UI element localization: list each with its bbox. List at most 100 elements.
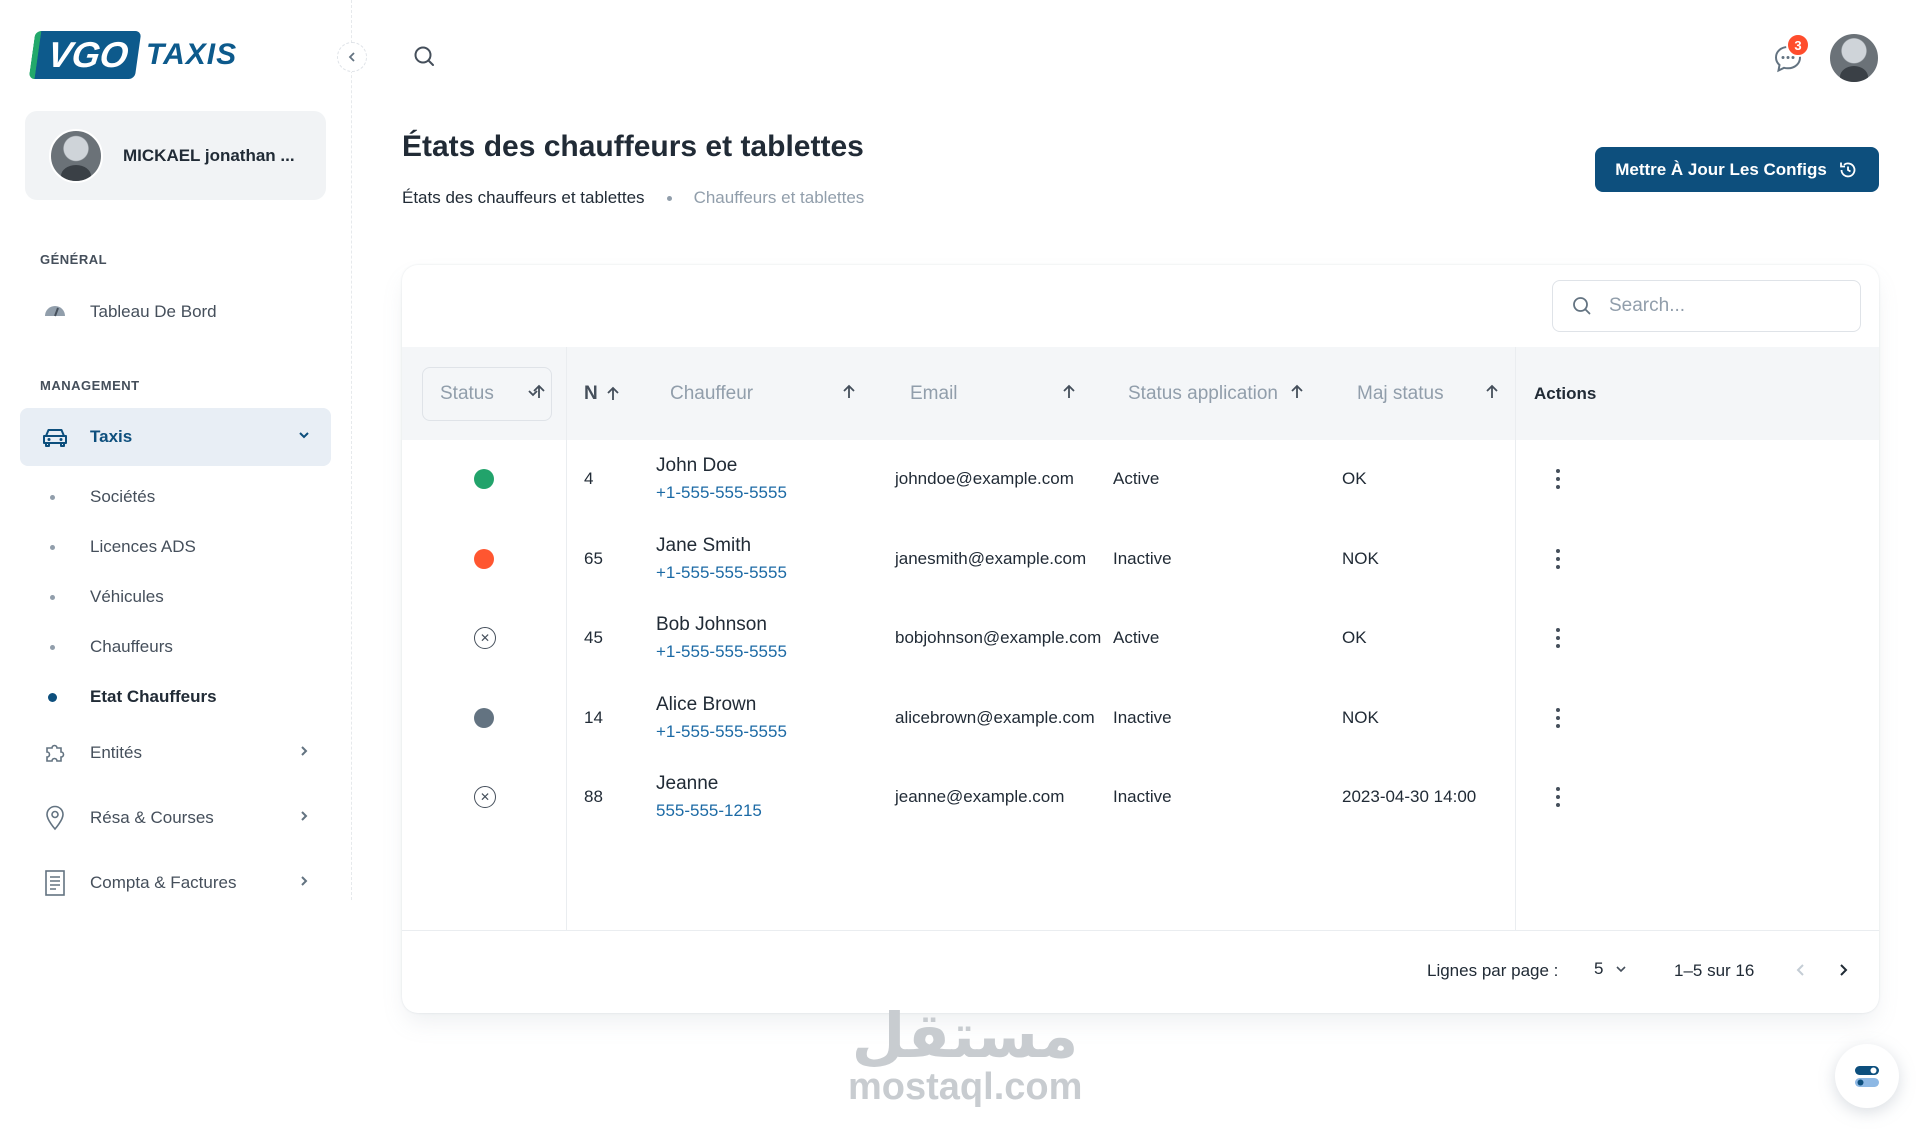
collapse-sidebar-button[interactable] [337,42,367,72]
column-header-maj-status[interactable]: Maj status [1357,347,1522,440]
actions-cell [1548,430,1568,528]
logo-mark: VGO [28,31,142,79]
watermark: مستقل mostaql.com [848,1005,1082,1108]
bullet-icon [48,692,57,702]
top-search-button[interactable] [412,44,440,72]
n-cell: 14 [584,708,603,727]
chevron-right-icon [297,809,311,828]
sidebar: VGO TAXIS MICKAEL jonathan ... GÉNÉRAL T… [0,0,352,900]
next-page-button[interactable] [1830,957,1856,983]
column-header-label: Email [910,382,958,404]
user-name: MICKAEL jonathan ... [123,145,295,165]
status-cell: ✕ [474,748,496,846]
arrow-up-icon [1483,383,1501,406]
status-application-cell: Inactive [1113,787,1172,806]
status-cell [474,430,494,528]
chevron-left-icon [348,52,355,62]
update-configs-button[interactable]: Mettre À Jour Les Configs [1595,147,1879,192]
driver-phone[interactable]: +1-555-555-5555 [656,483,787,502]
sidebar-item-entites[interactable]: Entités [20,724,331,782]
sidebar-subitem-label: Etat Chauffeurs [90,687,217,706]
logo-text: TAXIS [146,38,238,71]
n-cell: 88 [584,787,603,806]
search-icon [414,46,434,66]
sidebar-subitem-vehicules[interactable]: Véhicules [20,577,331,617]
status-application-cell: Inactive [1113,549,1172,568]
section-title-general: GÉNÉRAL [40,252,108,267]
driver-phone[interactable]: +1-555-555-5555 [656,722,787,741]
car-icon [42,424,68,450]
email-cell: alicebrown@example.com [895,708,1095,727]
user-card[interactable]: MICKAEL jonathan ... [25,111,326,200]
chevron-down-icon [527,387,539,402]
sidebar-item-compta-factures[interactable]: Compta & Factures [20,854,331,912]
sidebar-subitem-chauffeurs[interactable]: Chauffeurs [20,627,331,667]
breadcrumb-item[interactable]: États des chauffeurs et tablettes [402,188,645,207]
more-vertical-icon[interactable] [1548,703,1568,733]
settings-toggle-button[interactable] [1835,1044,1899,1108]
section-title-management: MANAGEMENT [40,378,140,393]
status-filter-select[interactable]: Status [422,367,552,421]
sidebar-subitem-etat-chauffeurs[interactable]: Etat Chauffeurs [20,677,331,717]
sidebar-subitem-licences[interactable]: Licences ADS [20,527,331,567]
sidebar-subitem-label: Chauffeurs [90,637,173,656]
toggle-settings-icon [1855,1066,1879,1087]
driver-name: Bob Johnson [656,614,767,635]
driver-phone[interactable]: +1-555-555-5555 [656,563,787,582]
notification-badge: 3 [1786,33,1810,57]
maj-status-cell: NOK [1342,549,1379,568]
driver-name: John Doe [656,455,738,476]
column-header-email[interactable]: Email [910,347,1090,440]
driver-cell: Bob Johnson +1-555-555-5555 [656,589,787,687]
previous-page-button[interactable] [1788,957,1814,983]
sidebar-item-label: Tableau De Bord [90,302,217,321]
driver-name: Alice Brown [656,694,757,715]
status-close-icon: ✕ [474,786,496,808]
logo[interactable]: VGO TAXIS [28,30,238,80]
email-cell: janesmith@example.com [895,549,1087,568]
rows-per-page-select[interactable]: 5 [1594,959,1627,979]
bullet-icon [50,644,55,650]
status-close-icon: ✕ [474,627,496,649]
bullet-icon [50,494,55,500]
table-search-input[interactable] [1609,295,1829,317]
arrow-up-icon [530,383,548,406]
update-configs-label: Mettre À Jour Les Configs [1615,159,1827,179]
more-vertical-icon[interactable] [1548,782,1568,812]
table-search[interactable] [1552,280,1861,332]
more-vertical-icon[interactable] [1548,623,1568,653]
column-header-driver[interactable]: Chauffeur [670,347,860,440]
sidebar-item-taxis[interactable]: Taxis [20,408,331,466]
column-header-label: Maj status [1357,382,1444,404]
more-vertical-icon[interactable] [1548,544,1568,574]
driver-cell: Alice Brown +1-555-555-5555 [656,669,787,767]
status-cell: ✕ [474,589,496,687]
chevron-right-icon [297,874,311,893]
account-avatar[interactable] [1828,32,1880,84]
driver-cell: John Doe +1-555-555-5555 [656,430,787,528]
sidebar-item-resa-courses[interactable]: Résa & Courses [20,789,331,847]
table-row: ✕ 88 Jeanne 555-555-1215 jeanne@example.com I… [402,748,1879,846]
more-vertical-icon[interactable] [1548,464,1568,494]
column-header-status-application[interactable]: Status application [1128,347,1318,440]
puzzle-icon [42,740,68,766]
n-cell: 65 [584,549,603,568]
sidebar-subitem-societes[interactable]: Sociétés [20,477,331,517]
arrow-up-icon [1288,383,1306,406]
sidebar-item-dashboard[interactable]: Tableau De Bord [20,283,331,341]
arrow-up-icon [1060,383,1078,406]
status-indicator [474,469,494,489]
breadcrumb-current: Chauffeurs et tablettes [693,188,865,207]
email-cell: bobjohnson@example.com [895,628,1102,647]
status-indicator [474,549,494,569]
driver-phone[interactable]: 555-555-1215 [656,801,762,820]
actions-cell [1548,748,1568,846]
column-header-n[interactable]: N [584,347,622,440]
actions-cell [1548,510,1568,608]
status-cell [474,669,494,767]
column-header-label: Status application [1128,382,1278,404]
breadcrumb-separator [666,195,672,201]
maj-status-cell: NOK [1342,708,1379,727]
driver-phone[interactable]: +1-555-555-5555 [656,642,787,661]
table-header: Status N Chauffeur [402,347,1879,440]
